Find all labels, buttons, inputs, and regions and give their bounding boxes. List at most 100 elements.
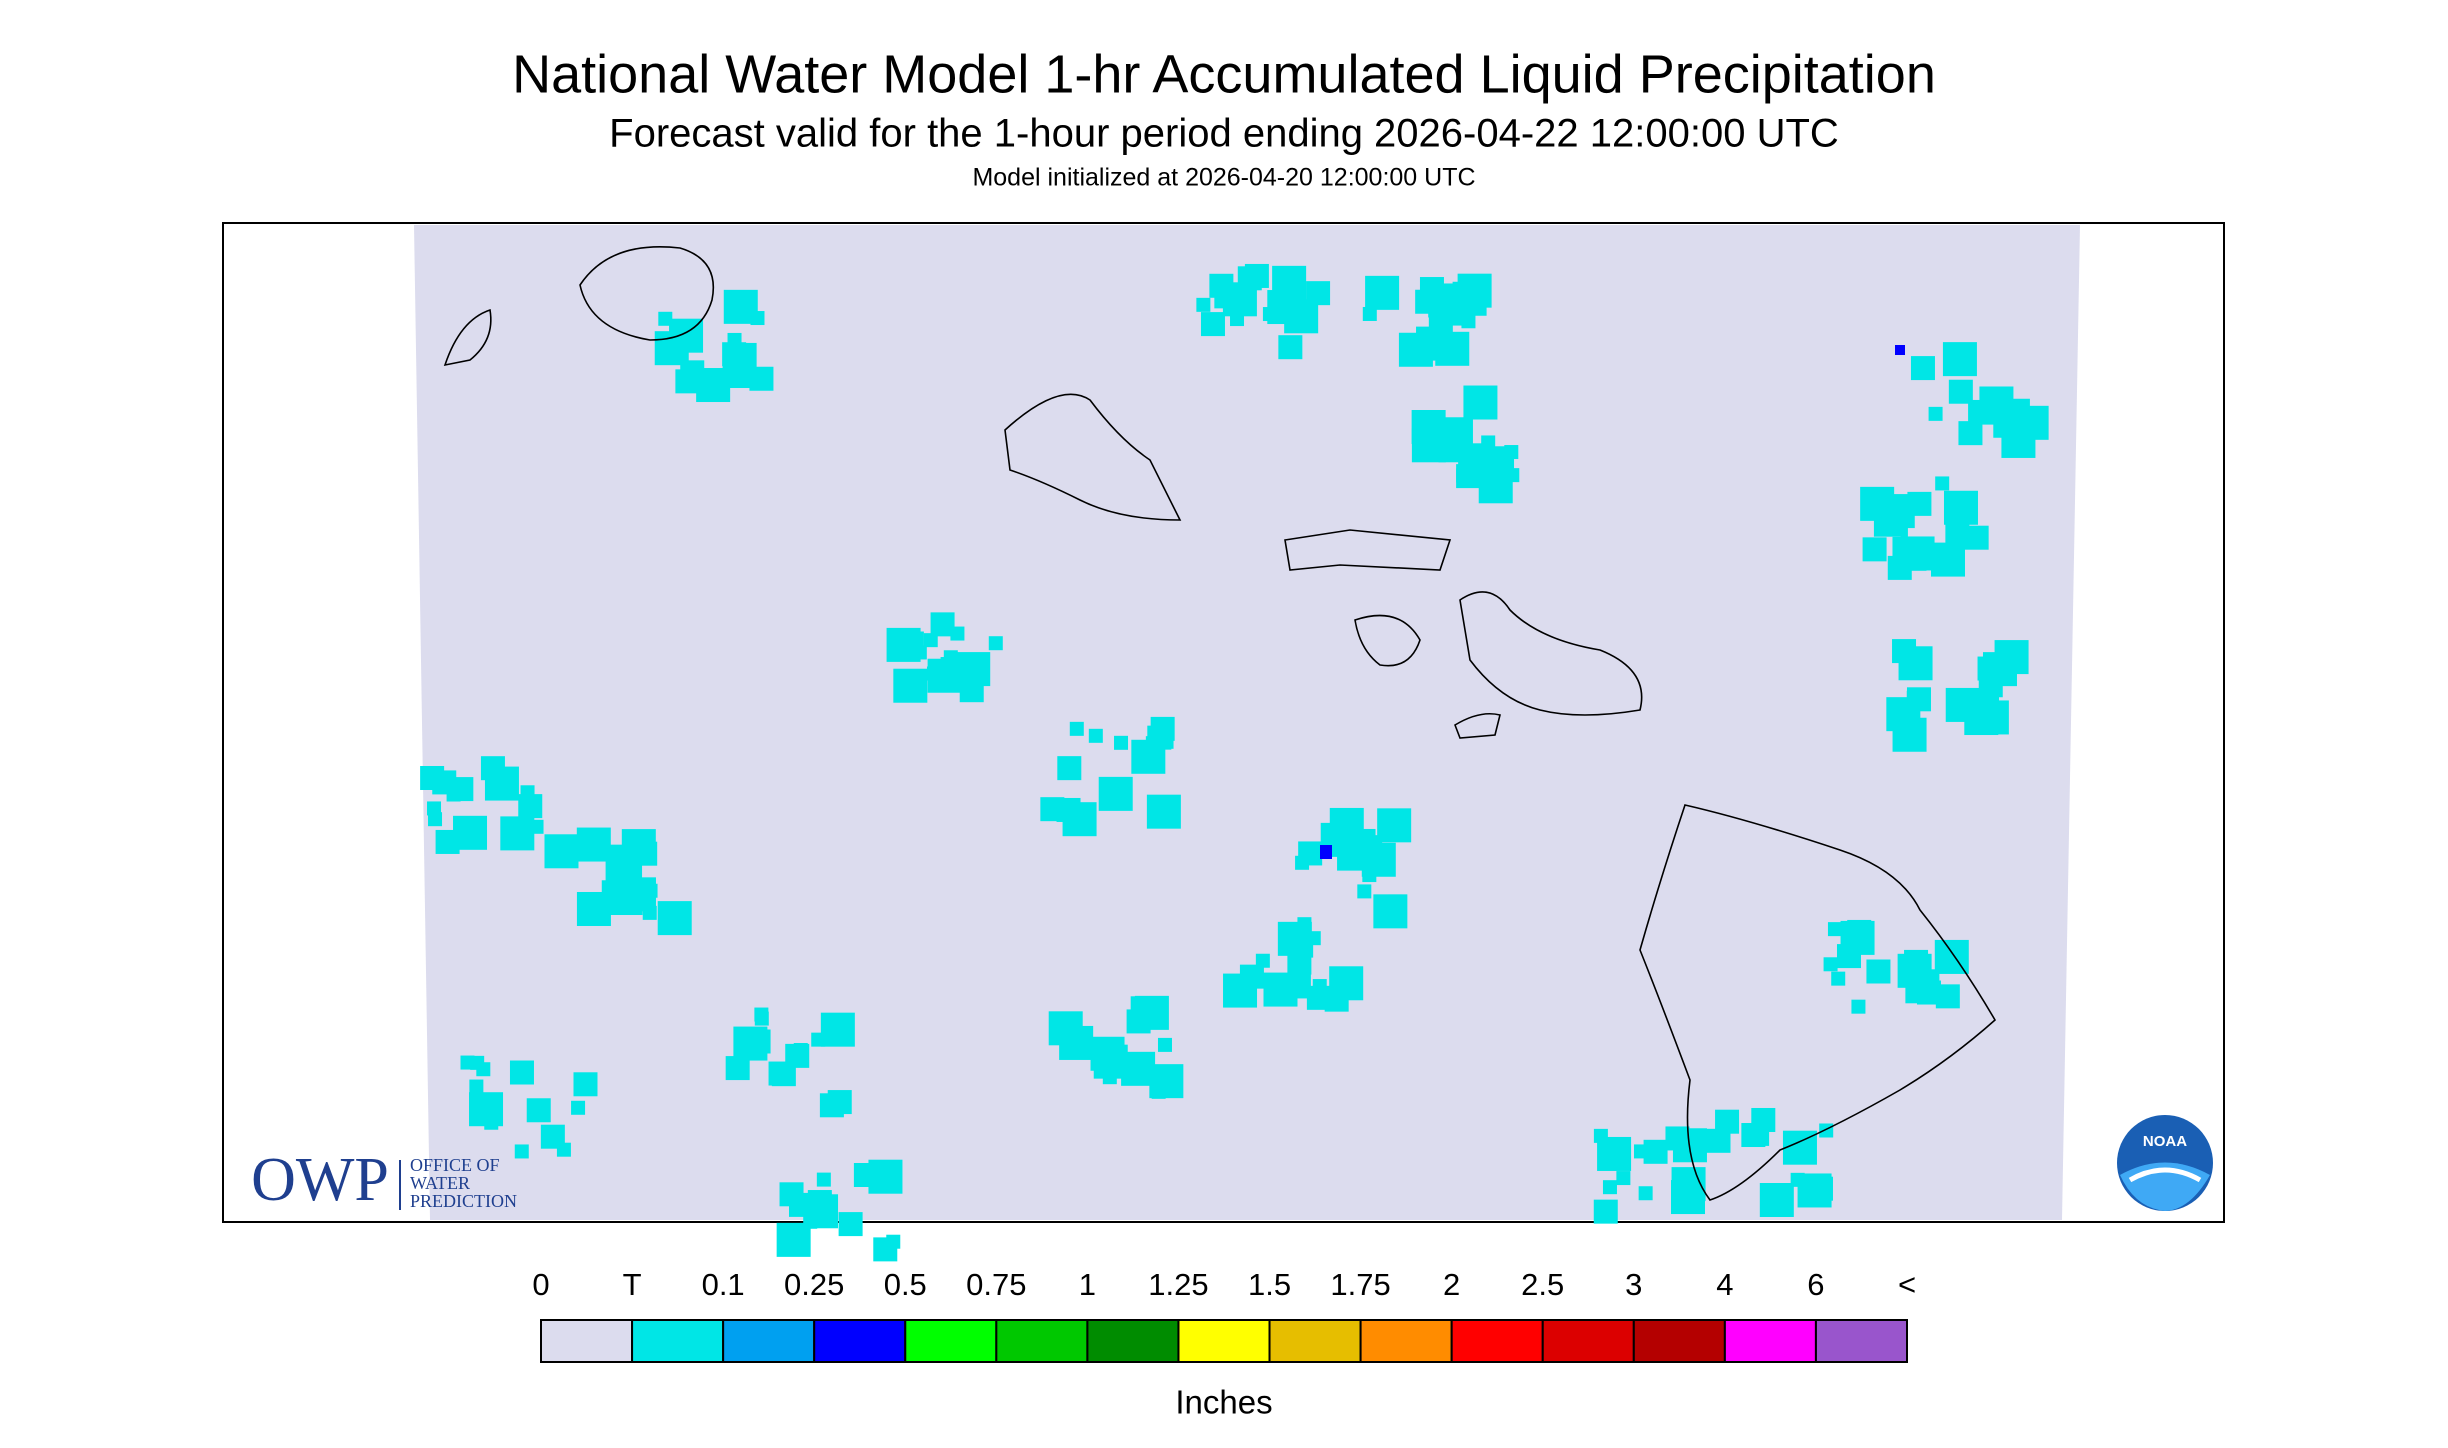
owp-text: OWP: [251, 1146, 389, 1214]
precip-cell: [811, 1032, 826, 1047]
precip-cell: [1062, 802, 1097, 837]
precip-cell: [1897, 953, 1932, 988]
precip-cell: [1428, 283, 1463, 318]
precip-cell: [804, 1194, 839, 1229]
legend-label: 2: [1443, 1267, 1460, 1302]
precip-cell: [1298, 841, 1323, 866]
precip-cell: [1146, 794, 1181, 829]
precip-cell: [480, 756, 505, 781]
precip-cell: [1263, 972, 1298, 1007]
model-domain: [414, 225, 2080, 1220]
precip-cell: [1671, 1188, 1696, 1213]
legend-swatch: [904, 1319, 998, 1363]
precip-cell: [819, 1093, 844, 1118]
precip-cell: [1428, 312, 1453, 337]
precip-cell: [1435, 331, 1470, 366]
precip-cell: [675, 369, 700, 394]
precip-cell: [514, 1144, 529, 1159]
precip-cell: [1157, 1037, 1172, 1052]
precip-cell: [509, 1060, 534, 1085]
legend-label: T: [623, 1267, 642, 1302]
precip-cell: [1602, 1180, 1617, 1195]
precip-cell: [1059, 1025, 1094, 1060]
legend-swatch: [1814, 1319, 1909, 1363]
precip-cell: [1278, 335, 1303, 360]
legend-label: 4: [1716, 1267, 1733, 1302]
precip-cell: [1958, 421, 1983, 446]
precip-cell: [1823, 957, 1838, 972]
precip-cell: [1819, 1123, 1834, 1138]
precip-cell: [608, 881, 643, 916]
legend-swatch: [631, 1319, 725, 1363]
precip-cell: [749, 366, 774, 391]
precip-cell: [1093, 1044, 1128, 1079]
precip-cell: [1057, 756, 1082, 781]
legend-label: <: [1898, 1267, 1916, 1302]
legend-swatch: [995, 1319, 1089, 1363]
precip-cell: [544, 834, 579, 869]
precip-cell: [449, 777, 474, 802]
legend-label: 1.5: [1248, 1267, 1291, 1302]
precip-cell: [838, 1212, 863, 1237]
precip-cell: [1456, 468, 1471, 483]
precip-cell: [453, 815, 488, 850]
precip-cell: [1899, 539, 1914, 554]
legend-label: 0.25: [784, 1267, 844, 1302]
precip-cell: [1223, 973, 1258, 1008]
legend-label: 2.5: [1521, 1267, 1564, 1302]
precip-cell: [427, 801, 442, 816]
legend-label: 0: [532, 1267, 549, 1302]
precip-cell: [1114, 735, 1129, 750]
precip-cell: [754, 1007, 769, 1022]
precip-cell: [556, 1142, 571, 1157]
precip-cell: [1411, 428, 1446, 463]
legend-unit: Inches: [1175, 1384, 1272, 1421]
precip-cell: [1759, 1183, 1794, 1218]
precip-cell: [571, 1100, 586, 1115]
precip-cell: [576, 891, 611, 926]
legend-swatch: [1541, 1319, 1635, 1363]
precip-cell: [1831, 971, 1846, 986]
precip-cell: [1616, 1171, 1631, 1186]
precip-cell: [1797, 1173, 1832, 1208]
precip-cell: [1358, 835, 1383, 860]
legend-swatch: [1723, 1319, 1817, 1363]
precip-cell: [1306, 985, 1331, 1010]
precip-cell: [899, 631, 924, 656]
precip-cell: [1935, 476, 1950, 491]
precip-cell: [893, 668, 928, 703]
precip-cell: [1299, 943, 1314, 958]
precip-cell: [1388, 894, 1403, 909]
precip-cell: [1930, 542, 1965, 577]
precip-cell: [886, 1234, 901, 1249]
precip-cell: [469, 1079, 484, 1094]
precip-cell: [1751, 1107, 1776, 1132]
precip-cell: [2009, 407, 2024, 422]
precip-cell: [576, 827, 611, 862]
precip-cell: [1262, 307, 1277, 322]
precip-cell: [460, 1055, 475, 1070]
precip-cell: [1706, 1128, 1731, 1153]
legend-swatch: [1632, 1319, 1726, 1363]
precip-cell: [1964, 525, 1989, 550]
legend-label: 3: [1625, 1267, 1642, 1302]
legend-label: 1.25: [1148, 1267, 1208, 1302]
precip-cell: [1200, 312, 1225, 337]
owp-line: PREDICTION: [410, 1191, 517, 1211]
precip-cell: [950, 626, 965, 641]
precip-areas: [420, 263, 2049, 1262]
legend-label: 0.1: [702, 1267, 745, 1302]
precip-cell: [1840, 920, 1875, 955]
precip-cell: [1593, 1128, 1608, 1143]
legend-label: 1.75: [1330, 1267, 1390, 1302]
precip-cell: [1150, 716, 1175, 741]
precip-cell: [500, 816, 535, 851]
noaa-logo: NOAA: [2117, 1115, 2213, 1211]
precip-cell: [1272, 265, 1307, 300]
precip-cell: [1827, 922, 1842, 937]
precip-cell: [526, 1098, 551, 1123]
precip-cell: [1088, 728, 1103, 743]
legend-swatch: [1177, 1319, 1271, 1363]
precip-cell: [1866, 959, 1891, 984]
precip-cell: [820, 1012, 855, 1047]
